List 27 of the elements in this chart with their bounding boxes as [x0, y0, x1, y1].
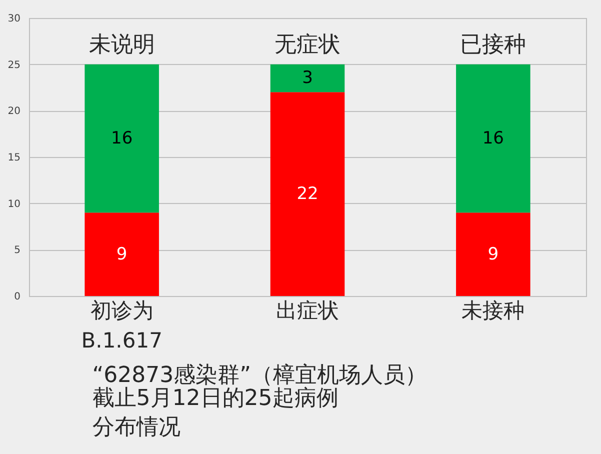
- annotation: 已接种: [460, 32, 526, 58]
- bar: [84, 212, 159, 296]
- y-tick-label: 5: [14, 245, 20, 256]
- bar: [84, 64, 159, 213]
- y-tick-label: 0: [14, 292, 20, 302]
- y-tick-label: 30: [8, 14, 20, 24]
- y-tick-label: 25: [8, 60, 20, 71]
- y-tick-label: 15: [8, 152, 20, 164]
- x-tick-label: 初诊为 B.1.617: [81, 298, 162, 352]
- data-label: 16: [482, 128, 504, 148]
- annotation: 未说明: [88, 32, 155, 58]
- bar: [456, 212, 530, 296]
- data-label: 3: [302, 68, 313, 88]
- bar: [270, 92, 345, 296]
- bar: [456, 64, 530, 213]
- data-label: 22: [296, 184, 318, 204]
- text: 截止5月12日的25起病例分布情况: [92, 386, 338, 440]
- y-tick-label: 10: [8, 198, 20, 210]
- annotation: 无症状: [274, 32, 340, 58]
- text: “62873感染群”（樟宜机场人员）: [92, 363, 428, 388]
- data-label: 16: [111, 128, 133, 148]
- data-label: 9: [488, 244, 499, 264]
- bar: [270, 64, 345, 92]
- y-tick-label: 20: [8, 106, 20, 118]
- x-tick-label: 出症状: [276, 298, 339, 322]
- data-label: 9: [116, 244, 128, 264]
- x-tick-label: 未接种: [462, 298, 525, 322]
